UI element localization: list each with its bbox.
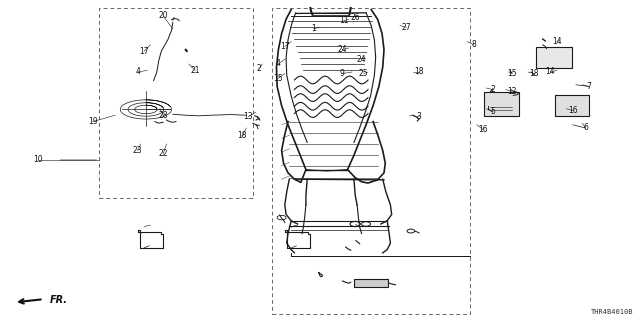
Text: 1: 1 (311, 24, 316, 33)
Text: 16: 16 (568, 106, 578, 115)
Text: 22: 22 (159, 149, 168, 158)
Text: 14: 14 (552, 37, 562, 46)
Text: THR4B4010B: THR4B4010B (591, 309, 634, 315)
Text: 12: 12 (508, 87, 516, 96)
Text: 15: 15 (273, 74, 284, 83)
Text: 2: 2 (490, 85, 495, 94)
Text: 16: 16 (478, 125, 488, 134)
Text: 20: 20 (158, 12, 168, 20)
Text: 18: 18 (530, 69, 539, 78)
FancyBboxPatch shape (354, 279, 388, 287)
Text: 11: 11 (339, 16, 348, 25)
Text: 4: 4 (276, 60, 281, 68)
Text: 24: 24 (337, 45, 348, 54)
Text: 19: 19 (88, 117, 98, 126)
Text: 25: 25 (358, 69, 369, 78)
Bar (272, 8, 470, 314)
Text: 6: 6 (583, 124, 588, 132)
Text: 24: 24 (356, 55, 367, 64)
FancyBboxPatch shape (536, 47, 572, 68)
Text: 9: 9 (340, 69, 345, 78)
Text: 2: 2 (257, 64, 262, 73)
FancyBboxPatch shape (484, 92, 519, 116)
Bar (99, 8, 253, 198)
Text: 14: 14 (545, 68, 556, 76)
Text: 10: 10 (33, 156, 44, 164)
FancyBboxPatch shape (555, 95, 589, 116)
Text: 13: 13 (243, 112, 253, 121)
Text: 4: 4 (135, 68, 140, 76)
Text: 27: 27 (401, 23, 412, 32)
Text: 18: 18 (415, 68, 424, 76)
Text: 23: 23 (132, 146, 143, 155)
Text: 7: 7 (586, 82, 591, 91)
Text: 21: 21 (191, 66, 200, 75)
Text: FR.: FR. (50, 295, 68, 305)
Text: 8: 8 (471, 40, 476, 49)
Text: 3: 3 (417, 112, 422, 121)
Text: 15: 15 (507, 69, 517, 78)
Text: 26: 26 (350, 13, 360, 22)
Text: 18: 18 (237, 132, 246, 140)
Text: 17: 17 (280, 42, 290, 51)
Text: 5: 5 (490, 108, 495, 116)
Text: 17: 17 (139, 47, 149, 56)
Text: 28: 28 (159, 111, 168, 120)
